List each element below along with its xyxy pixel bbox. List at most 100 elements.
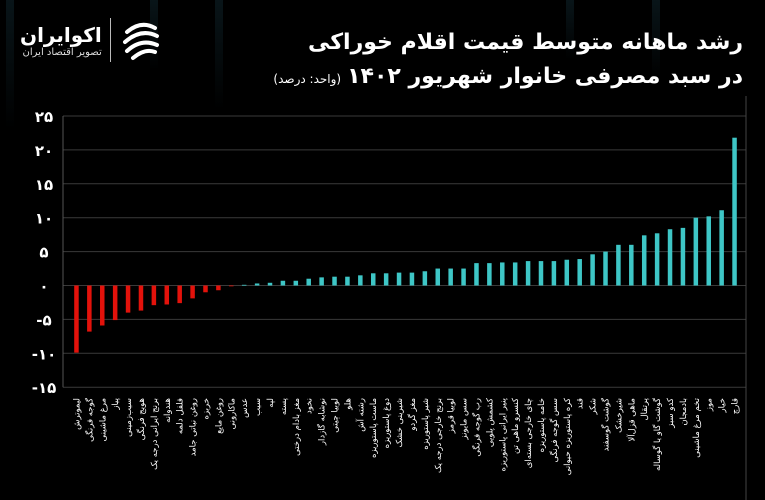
decor-stripe xyxy=(652,0,660,80)
title-line-1: رشد ماهانه متوسط قیمت اقلام خوراکی xyxy=(308,30,743,55)
decor-stripe xyxy=(215,0,223,110)
bar xyxy=(409,272,415,286)
y-tick-label: -۱۰ xyxy=(32,345,57,363)
logo-divider xyxy=(109,18,111,62)
x-tick-label: فلفل دلمه xyxy=(176,398,186,434)
bar xyxy=(500,262,505,286)
bar xyxy=(654,233,660,286)
logo-tagline: تصویر اقتصاد ایران xyxy=(22,46,102,58)
x-tick-label: سیب xyxy=(253,398,263,416)
bar xyxy=(100,285,105,326)
x-tick-label: پنیر ایرانی پاستوریزه xyxy=(498,397,508,471)
unit-label: (واحد: درصد) xyxy=(273,72,342,86)
bar xyxy=(538,261,544,286)
bar xyxy=(732,137,737,286)
bar xyxy=(577,259,582,286)
x-tick-label: گوشت گاو یا گوساله xyxy=(652,397,663,471)
bar xyxy=(254,283,260,286)
title-line-2: در سبد مصرفی خانوار شهریور ۱۴۰۲ xyxy=(347,64,743,89)
bar xyxy=(706,216,711,286)
x-tick-label: پرتقال xyxy=(640,397,650,420)
bar xyxy=(474,263,479,286)
x-tick-label: مرغ ماشینی xyxy=(98,398,108,442)
x-tick-label: شیرخشک xyxy=(614,398,624,433)
x-tick-label: پیاز xyxy=(111,397,121,410)
x-tick-label: نخود xyxy=(305,398,315,414)
x-tick-label: خامه پاستوریزه xyxy=(537,398,547,452)
y-tick-label: -۱۵ xyxy=(32,379,57,397)
bar xyxy=(667,229,673,286)
bar xyxy=(216,285,221,291)
x-tick-label: ماکارونی xyxy=(227,398,237,429)
bar xyxy=(590,254,595,286)
y-tick-label: ۲۵ xyxy=(35,108,53,126)
y-tick-label: ۵ xyxy=(39,244,48,262)
bar xyxy=(138,285,144,311)
bar xyxy=(461,268,466,286)
x-tick-label: کنسرو ماهی تن xyxy=(511,397,521,454)
x-tick-label: نوشابه گازدار xyxy=(317,398,328,446)
bar xyxy=(241,284,247,286)
bar xyxy=(87,285,92,332)
x-tick-label: سیب‌زمینی xyxy=(124,398,134,437)
x-tick-label: ماهی قزل‌آلا xyxy=(625,398,637,442)
x-tick-label: مغز گردو xyxy=(407,398,418,432)
x-tick-label: خیار xyxy=(718,398,728,414)
bar xyxy=(332,276,337,286)
bar xyxy=(267,282,273,286)
bar xyxy=(641,235,647,286)
x-tick-label: کشمش پلویی xyxy=(485,397,495,447)
x-tick-label: قارچ xyxy=(731,398,741,414)
x-tick-label: گوجه فرنگی xyxy=(84,397,95,442)
x-tick-label: پسته xyxy=(279,397,289,415)
bar xyxy=(603,251,608,286)
x-tick-label: سس گوجه فرنگی xyxy=(549,398,560,463)
x-tick-label: کدو سبز xyxy=(666,397,676,429)
bar xyxy=(512,262,518,286)
bar xyxy=(151,285,157,306)
bar xyxy=(280,280,286,286)
x-tick-label: هویج فرنگی xyxy=(136,398,147,440)
x-tick-label: لوبیا قرمز xyxy=(447,398,457,434)
bar xyxy=(319,277,324,286)
bar xyxy=(203,285,208,293)
x-tick-label: شیرینی خشک xyxy=(395,398,405,448)
y-tick-label: ۰ xyxy=(39,278,48,296)
x-tick-label: بادمجان xyxy=(679,398,689,426)
x-tick-label: برنج ایرانی درجه یک xyxy=(150,398,160,470)
decor-stripe xyxy=(6,0,14,130)
bar xyxy=(358,275,363,286)
chart-title: رشد ماهانه متوسط قیمت اقلام خوراکی در سب… xyxy=(273,26,743,96)
y-tick-label: ۱۰ xyxy=(35,210,53,228)
bar xyxy=(551,261,557,286)
bar xyxy=(422,271,428,286)
x-tick-label: رب گوجه فرنگی xyxy=(471,398,482,457)
x-tick-label: چای خارجی بسته‌ای xyxy=(524,398,534,468)
bar xyxy=(448,268,453,286)
bar xyxy=(112,285,118,321)
x-tick-label: روغن مایع xyxy=(214,398,224,434)
x-tick-label: برنج خارجی درجه یک xyxy=(434,398,444,473)
x-tick-label: لیموترش xyxy=(72,398,82,430)
x-tick-label: شیر پاستوریزه xyxy=(421,398,431,450)
y-tick-label: ۲۰ xyxy=(35,142,53,160)
x-tick-label: گوشت گوسفند xyxy=(601,397,612,451)
x-tick-label: موز xyxy=(705,398,715,412)
x-tick-label: سس مایونز xyxy=(460,398,470,441)
bar xyxy=(306,278,311,286)
x-tick-label: شکر xyxy=(589,398,599,416)
logo: اکوایران تصویر اقتصاد ایران xyxy=(20,18,163,62)
bar xyxy=(177,285,182,304)
x-tick-label: عدس xyxy=(240,398,250,418)
logo-brand: اکوایران xyxy=(20,22,102,47)
bar xyxy=(383,273,389,286)
x-tick-label: دوغ پاستوریزه xyxy=(382,398,392,449)
bar xyxy=(164,285,170,305)
bar xyxy=(564,259,570,286)
bar xyxy=(293,280,299,286)
bar xyxy=(190,285,195,299)
bar xyxy=(616,244,621,286)
decor-stripe xyxy=(566,0,574,60)
y-tick-label: ۱۵ xyxy=(35,176,53,194)
